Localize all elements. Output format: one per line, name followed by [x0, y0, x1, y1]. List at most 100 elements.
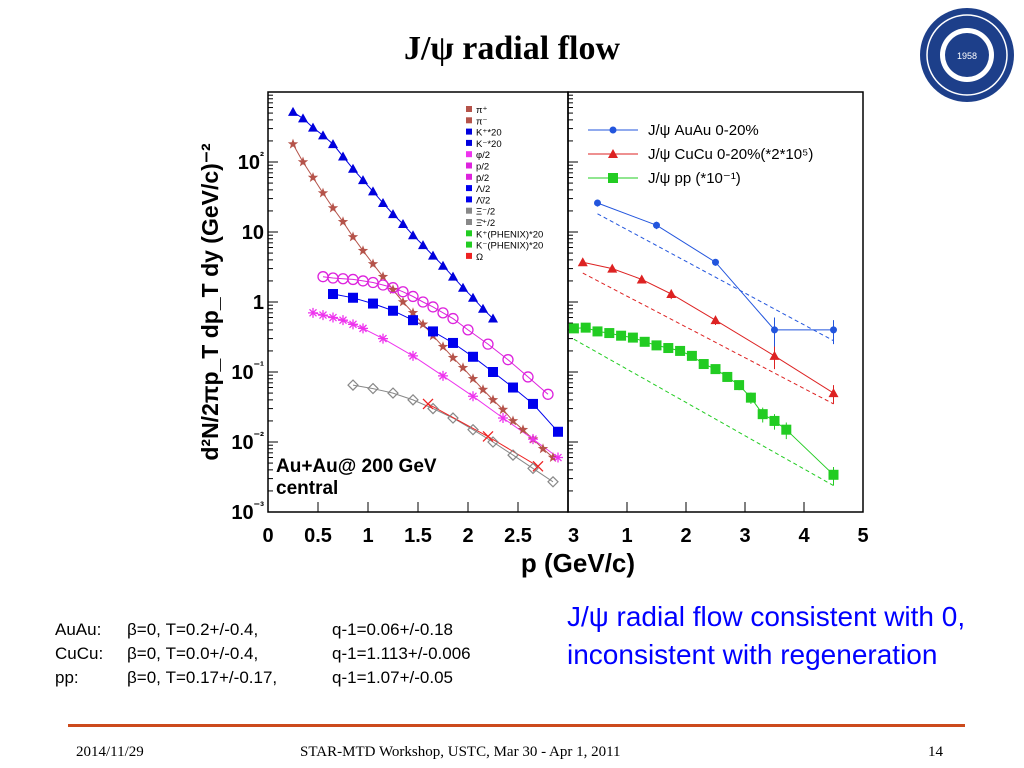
data-point: [468, 292, 478, 302]
series-dashed-curve: [597, 213, 834, 342]
legend-entry: p/2: [476, 162, 489, 173]
legend-marker: [466, 117, 472, 124]
data-point: [487, 394, 499, 405]
data-point: [482, 430, 494, 442]
data-point: [457, 362, 469, 373]
y-tick-label: 10⁻¹: [231, 359, 264, 384]
legend-marker: [466, 106, 472, 112]
legend-marker: [466, 230, 472, 237]
data-point: [437, 341, 449, 352]
data-point: [408, 315, 418, 326]
legend-marker: [466, 219, 472, 225]
legend-marker: [466, 207, 472, 214]
data-point: [653, 221, 660, 229]
data-point: [769, 415, 780, 426]
data-point: [607, 263, 618, 273]
data-point: [447, 412, 459, 424]
legend-marker: [609, 126, 617, 134]
series-curve: [322, 276, 549, 395]
data-point: [347, 231, 359, 242]
fit-results: AuAu: β=0, T=0.2+/-0.4, q-1=0.06+/-0.18 Cu…: [55, 618, 471, 690]
university-logo: 1958: [920, 8, 1014, 102]
data-point: [358, 175, 368, 185]
data-point: [488, 367, 498, 377]
legend-marker: [608, 173, 618, 183]
data-point: [828, 469, 839, 480]
legend-marker: [608, 149, 618, 158]
data-point: [710, 315, 721, 325]
data-point: [580, 322, 591, 333]
data-point: [368, 298, 378, 309]
x-tick-label: 1: [621, 525, 632, 547]
data-point: [288, 106, 298, 116]
y-tick-label: 10²: [238, 149, 264, 174]
legend-entry: K⁻*20: [476, 139, 502, 150]
data-point: [467, 423, 479, 436]
data-point: [448, 337, 458, 348]
x-tick-label: 4: [798, 525, 810, 547]
data-point: [328, 312, 338, 323]
x-tick-label: 1: [362, 525, 373, 547]
data-point: [307, 172, 319, 182]
data-point: [528, 398, 538, 409]
data-point: [357, 245, 369, 256]
data-point: [408, 350, 418, 361]
footer-date: 2014/11/29: [76, 744, 144, 760]
footer-event: STAR-MTD Workshop, USTC, Mar 30 - Apr 1,…: [300, 744, 621, 760]
legend-entry: π⁻: [476, 116, 488, 127]
data-point: [468, 391, 478, 402]
data-point: [467, 373, 479, 384]
data-point: [347, 379, 359, 391]
x-tick-label: 2.5: [504, 525, 532, 547]
data-point: [328, 289, 338, 300]
data-point: [771, 326, 778, 334]
series-curve: [573, 327, 834, 476]
data-point: [532, 460, 544, 472]
data-point: [387, 387, 399, 399]
page-number: 14: [928, 744, 943, 760]
data-point: [407, 394, 419, 406]
data-point: [482, 338, 494, 350]
data-point: [592, 326, 603, 337]
data-point: [338, 151, 348, 161]
data-point: [308, 122, 318, 132]
data-point: [675, 345, 686, 356]
data-point: [830, 326, 837, 334]
data-point: [422, 398, 434, 410]
data-point: [427, 301, 439, 313]
legend-entry: J/ψ CuCu 0-20%(*2*10⁵): [648, 146, 813, 163]
data-point: [328, 139, 338, 149]
data-point: [348, 163, 358, 173]
legend-entry: K⁺*20: [476, 128, 502, 139]
data-point: [427, 402, 439, 415]
data-point: [651, 340, 662, 351]
data-point: [594, 199, 601, 207]
data-point: [577, 257, 588, 267]
legend-marker: [466, 196, 472, 203]
data-point: [458, 282, 468, 292]
data-point: [734, 380, 745, 391]
data-point: [636, 274, 647, 284]
data-point: [568, 323, 579, 334]
panel-annotation: Au+Au@ 200 GeV: [276, 456, 437, 477]
slide-title: J/ψ radial flow: [403, 30, 621, 67]
data-point: [507, 449, 519, 461]
data-point: [828, 388, 839, 398]
legend-entry: K⁻(PHENIX)*20: [476, 241, 543, 252]
data-point: [407, 307, 419, 318]
data-point: [438, 370, 448, 381]
data-point: [497, 404, 509, 415]
x-tick-label: 1.5: [404, 525, 432, 547]
data-point: [487, 436, 499, 448]
data-point: [508, 382, 518, 393]
logo-year: 1958: [957, 51, 977, 61]
panel-annotation: central: [276, 478, 338, 499]
data-point: [447, 352, 459, 363]
data-point: [437, 307, 449, 319]
data-point: [517, 424, 529, 435]
y-tick-label: 10: [242, 222, 264, 244]
data-point: [537, 443, 549, 454]
fit-row-cucu: CuCu: β=0, T=0.0+/-0.4, q-1=1.113+/-0.006: [55, 644, 471, 663]
data-point: [377, 279, 389, 291]
data-point: [378, 333, 388, 344]
